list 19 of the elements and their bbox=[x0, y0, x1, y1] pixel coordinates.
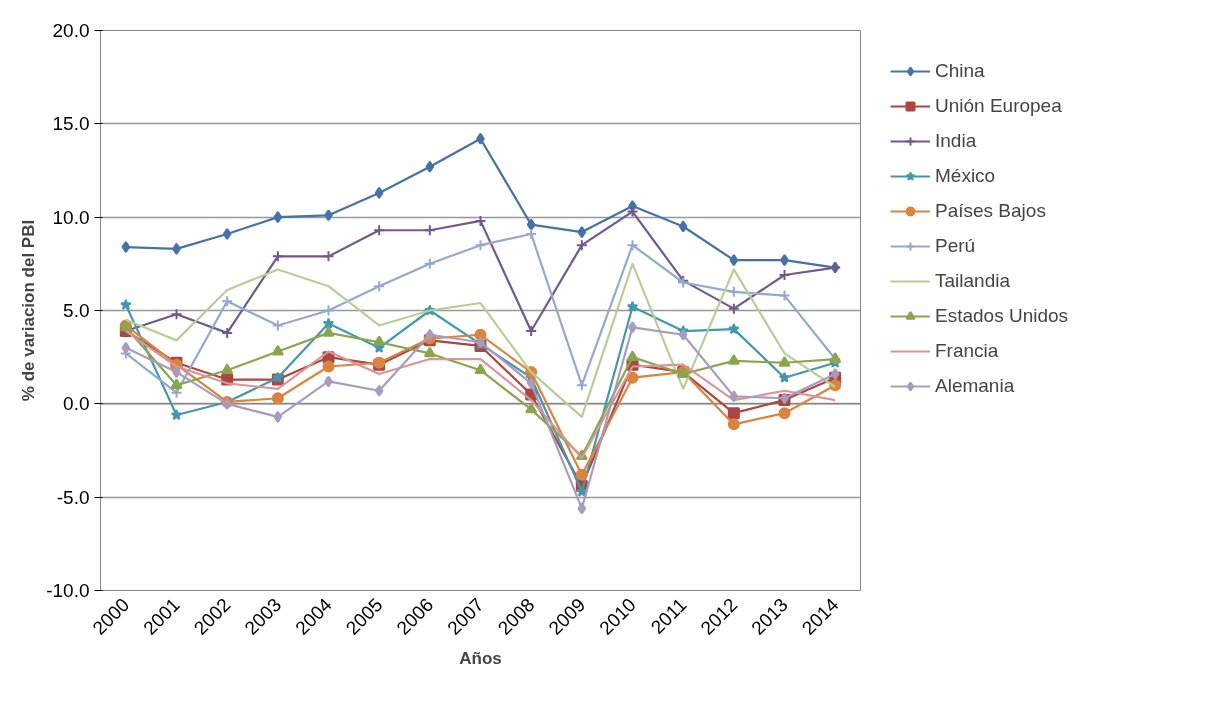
legend-label: Perú bbox=[935, 235, 976, 257]
y-tick-label: 0.0 bbox=[63, 393, 90, 415]
legend-label: China bbox=[935, 60, 985, 82]
legend-label: Países Bajos bbox=[935, 200, 1046, 222]
legend-label: Tailandia bbox=[935, 270, 1010, 292]
y-tick-label: 5.0 bbox=[63, 300, 90, 321]
y-tick-label: -5.0 bbox=[56, 486, 90, 508]
y-tick-label: 20.0 bbox=[52, 20, 90, 41]
y-tick-label: 10.0 bbox=[52, 206, 90, 228]
y-axis-title: % de variacion del PBI bbox=[19, 219, 39, 402]
legend-label: Alemania bbox=[935, 375, 1015, 397]
y-tick-label: 15.0 bbox=[52, 113, 90, 135]
legend-label: México bbox=[935, 165, 996, 187]
legend-label: Unión Europea bbox=[935, 95, 1062, 117]
legend-label: Francia bbox=[935, 340, 999, 362]
legend-label: India bbox=[935, 130, 977, 152]
legend-label: Estados Unidos bbox=[935, 305, 1069, 327]
x-axis-title: Años bbox=[459, 648, 502, 668]
y-tick-label: -10.0 bbox=[46, 580, 90, 601]
